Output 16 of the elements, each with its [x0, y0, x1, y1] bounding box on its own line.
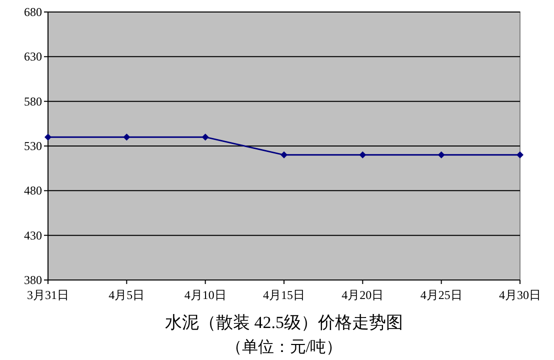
x-tick-label: 4月25日: [420, 288, 462, 302]
y-tick-label: 630: [24, 50, 42, 64]
y-tick-label: 380: [24, 273, 42, 287]
x-tick-label: 3月31日: [27, 288, 69, 302]
y-tick-label: 530: [24, 139, 42, 153]
y-tick-label: 480: [24, 184, 42, 198]
x-tick-label: 4月30日: [499, 288, 541, 302]
x-tick-label: 4月5日: [108, 288, 145, 302]
text: 水泥（散装 42.5级）价格走势图: [165, 313, 403, 332]
y-tick-label: 580: [24, 94, 42, 108]
y-tick-label: 680: [24, 5, 42, 19]
x-tick-label: 4月10日: [184, 288, 226, 302]
x-tick-label: 4月20日: [342, 288, 384, 302]
text: （单位：元/吨）: [226, 338, 342, 356]
x-tick-label: 4月15日: [263, 288, 305, 302]
y-tick-label: 430: [24, 228, 42, 242]
